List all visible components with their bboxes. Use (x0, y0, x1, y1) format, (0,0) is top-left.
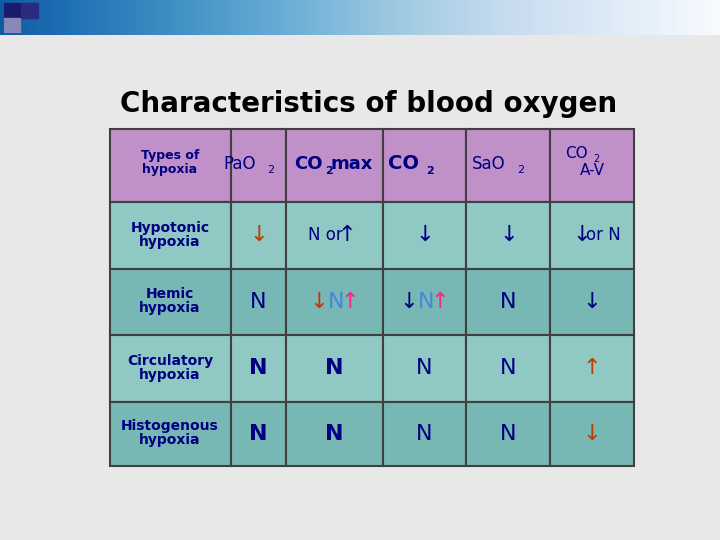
Text: ↓: ↓ (499, 225, 518, 245)
Bar (230, 335, 287, 402)
Bar (230, 129, 287, 202)
Text: or N: or N (586, 226, 621, 244)
Bar (287, 268, 382, 335)
Text: max: max (330, 154, 372, 173)
Text: Histogenous: Histogenous (121, 420, 219, 433)
Text: N: N (249, 424, 268, 444)
Bar (467, 335, 550, 402)
Bar (4, 18, 20, 33)
Text: ↓: ↓ (249, 225, 268, 245)
Text: ↑: ↑ (582, 359, 601, 379)
Text: 2: 2 (517, 165, 524, 175)
Bar (287, 129, 382, 202)
Text: N: N (328, 292, 344, 312)
Text: CO: CO (565, 146, 588, 161)
Text: SaO: SaO (472, 154, 505, 173)
Bar (287, 402, 382, 466)
Bar (382, 202, 467, 268)
Bar (550, 335, 634, 402)
Text: ↓: ↓ (400, 292, 418, 312)
Bar (467, 202, 550, 268)
Text: ↑: ↑ (338, 225, 356, 245)
Bar (22, 3, 38, 18)
Text: N: N (251, 292, 266, 312)
Bar (550, 129, 634, 202)
Text: ↓: ↓ (310, 292, 328, 312)
Text: hypoxia: hypoxia (143, 163, 197, 176)
Text: Hemic: Hemic (146, 287, 194, 301)
Bar (230, 268, 287, 335)
Bar (467, 268, 550, 335)
Text: Circulatory: Circulatory (127, 354, 213, 368)
Bar (467, 402, 550, 466)
Bar (230, 402, 287, 466)
Bar (109, 335, 230, 402)
Text: PaO: PaO (223, 154, 256, 173)
Text: ↑: ↑ (341, 292, 359, 312)
Text: N: N (416, 424, 433, 444)
Text: ↓: ↓ (582, 424, 601, 444)
Bar (382, 129, 467, 202)
Text: Characteristics of blood oxygen: Characteristics of blood oxygen (120, 90, 618, 118)
Text: N: N (416, 359, 433, 379)
Text: N: N (325, 359, 343, 379)
Bar (109, 129, 230, 202)
Bar (467, 129, 550, 202)
Text: N: N (418, 292, 434, 312)
Text: N: N (249, 359, 268, 379)
Bar (109, 268, 230, 335)
Bar (550, 402, 634, 466)
Bar (287, 202, 382, 268)
Text: hypoxia: hypoxia (139, 434, 201, 448)
Bar (109, 402, 230, 466)
Bar (287, 335, 382, 402)
Text: ↓: ↓ (582, 292, 601, 312)
Text: A-V: A-V (580, 163, 605, 178)
Text: ↓: ↓ (415, 225, 434, 245)
Text: N: N (500, 359, 517, 379)
Bar (230, 202, 287, 268)
Text: Types of: Types of (141, 148, 199, 162)
Text: N: N (500, 424, 517, 444)
Text: 2: 2 (325, 166, 333, 176)
Text: 2: 2 (426, 166, 434, 176)
Bar (109, 202, 230, 268)
Bar (550, 202, 634, 268)
Text: hypoxia: hypoxia (139, 235, 201, 249)
Text: CO: CO (294, 154, 323, 173)
Bar (550, 268, 634, 335)
Text: ↑: ↑ (431, 292, 449, 312)
Bar (382, 268, 467, 335)
Text: hypoxia: hypoxia (139, 301, 201, 315)
Text: N: N (500, 292, 517, 312)
Bar (382, 335, 467, 402)
Text: 2: 2 (267, 165, 274, 175)
Text: ↓: ↓ (573, 225, 591, 245)
Text: N or: N or (308, 226, 343, 244)
Text: N: N (325, 424, 343, 444)
Text: 2: 2 (593, 154, 600, 164)
Text: CO: CO (388, 154, 419, 173)
Bar (382, 402, 467, 466)
Text: hypoxia: hypoxia (139, 368, 201, 382)
Text: Hypotonic: Hypotonic (130, 221, 210, 235)
Bar (4, 3, 20, 18)
